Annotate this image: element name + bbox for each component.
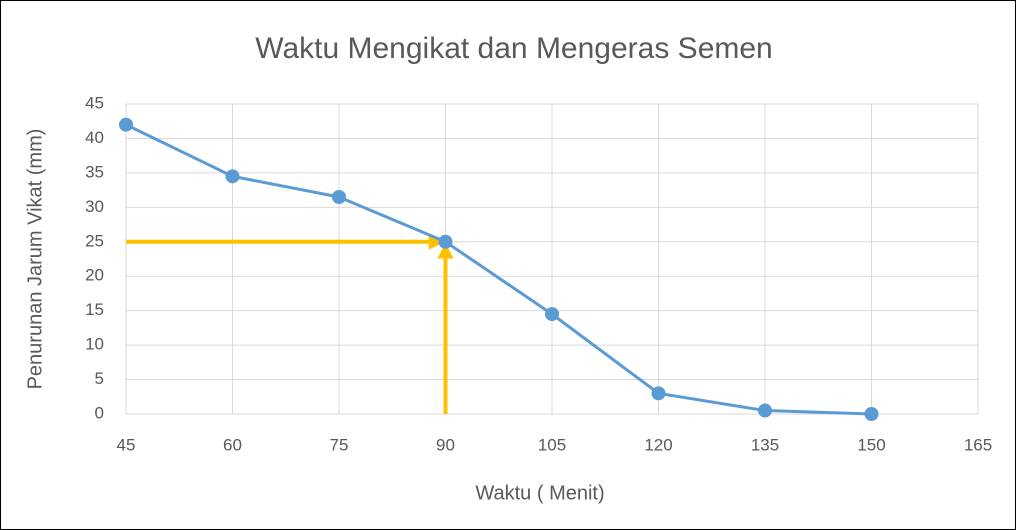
- x-tick-label: 45: [117, 435, 136, 454]
- point: [332, 190, 346, 204]
- y-tick-label: 0: [95, 403, 104, 422]
- x-tick-label: 75: [330, 435, 349, 454]
- x-tick-label: 165: [964, 435, 992, 454]
- chart-title: Waktu Mengikat dan Mengeras Semen: [255, 32, 773, 65]
- point: [864, 407, 879, 421]
- x-tick-label: 90: [436, 435, 455, 454]
- x-tick-label: 150: [857, 435, 885, 454]
- y-tick-label: 35: [85, 162, 104, 181]
- x-tick-label: 105: [538, 435, 566, 454]
- y-tick-label: 10: [85, 335, 104, 354]
- point: [651, 386, 666, 401]
- point: [545, 307, 559, 322]
- y-tick-label: 20: [85, 266, 104, 285]
- x-tick-label: 60: [223, 435, 242, 454]
- y-axis-label: Penurunan Jarum Vikat (mm): [24, 129, 46, 390]
- series-line: [125, 123, 872, 416]
- y-tick-label: 25: [85, 231, 104, 250]
- y-tick-label: 40: [85, 128, 104, 147]
- x-tick-label: 135: [751, 435, 779, 454]
- y-tick-label: 15: [85, 300, 104, 319]
- y-tick-label: 5: [95, 369, 104, 388]
- point: [438, 234, 453, 249]
- point: [119, 117, 133, 132]
- point: [225, 169, 240, 184]
- y-tick-label: 30: [85, 197, 104, 216]
- y-tick-label: 45: [85, 93, 104, 112]
- x-tick-label: 120: [644, 435, 672, 454]
- point: [758, 403, 772, 418]
- x-axis-label: Waktu ( Menit): [475, 482, 604, 504]
